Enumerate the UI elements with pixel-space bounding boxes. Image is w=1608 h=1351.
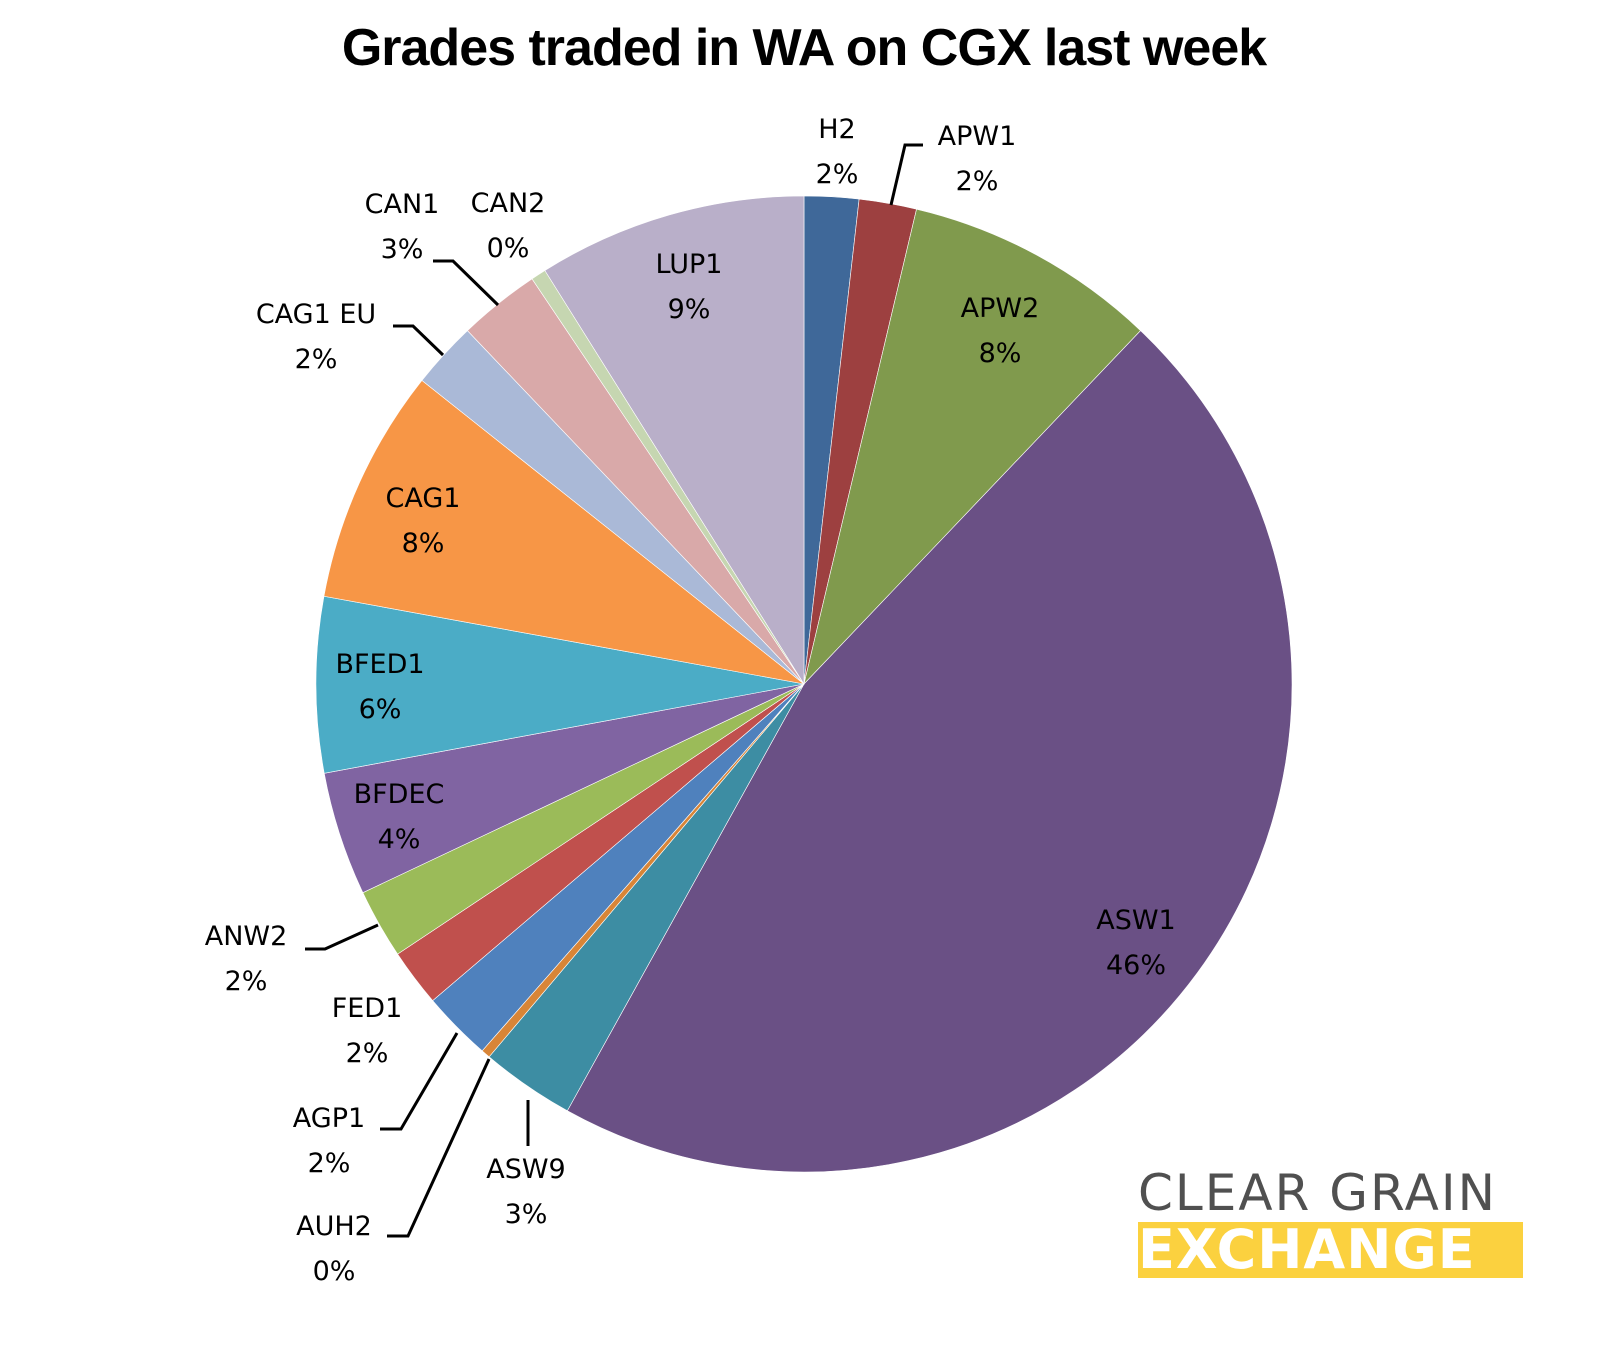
pie-slices — [315, 195, 1293, 1173]
pie-slice-asw1 — [566, 330, 1293, 1173]
pie-slice-apw2 — [803, 208, 1141, 686]
data-label-fed1: FED1 — [332, 993, 403, 1024]
leader-line-apw1 — [889, 143, 923, 206]
data-label-pct-cag1-eu: 2% — [295, 344, 338, 375]
leader-lines — [305, 143, 923, 1238]
data-label-bfed1: BFED1 — [335, 649, 424, 680]
data-label-pct-can2: 0% — [487, 233, 530, 264]
data-label-pct-lup1: 9% — [668, 294, 711, 325]
data-label-pct-asw1: 46% — [1106, 950, 1166, 981]
data-label-pct-agp1: 2% — [308, 1148, 351, 1179]
data-label-asw1: ASW1 — [1096, 905, 1175, 936]
data-label-pct-auh2: 0% — [313, 1256, 356, 1287]
pie-slice-bfed1 — [315, 595, 805, 774]
data-label-pct-fed1: 2% — [346, 1038, 389, 1069]
data-label-lup1: LUP1 — [656, 249, 723, 280]
data-label-pct-apw2: 8% — [979, 338, 1022, 369]
pie-slice-cag1 — [323, 380, 805, 685]
data-label-auh2: AUH2 — [296, 1211, 372, 1242]
data-label-agp1: AGP1 — [293, 1103, 365, 1134]
leader-line-agp1 — [380, 1032, 459, 1131]
data-label-anw2: ANW2 — [205, 921, 288, 952]
data-label-pct-bfdec: 4% — [378, 824, 421, 855]
pie-slice-lup1 — [544, 195, 805, 686]
clear-grain-exchange-logo: CLEAR GRAIN EXCHANGE — [1138, 1164, 1523, 1278]
data-labels: H2 2% APW1 2% APW2 8% ASW1 46% ASW9 3% AUH2 0% AGP1 2… — [205, 114, 1176, 1287]
leader-line-anw2 — [305, 923, 379, 951]
chart-title: Grades traded in WA on CGX last week — [341, 19, 1267, 77]
data-label-can2: CAN2 — [471, 188, 546, 219]
data-label-apw1: APW1 — [938, 121, 1017, 152]
leader-line-cag1-eu — [393, 324, 445, 357]
data-label-pct-bfed1: 6% — [359, 694, 402, 725]
logo-line-2-band: EXCHANGE — [1138, 1222, 1523, 1278]
data-label-apw2: APW2 — [961, 293, 1040, 324]
data-label-asw9: ASW9 — [486, 1154, 565, 1185]
data-label-cag1-eu: CAG1 EU — [256, 299, 376, 330]
data-label-pct-apw1: 2% — [956, 166, 999, 197]
data-label-pct-asw9: 3% — [505, 1199, 548, 1230]
data-label-bfdec: BFDEC — [354, 779, 445, 810]
data-label-can1: CAN1 — [365, 189, 440, 220]
leader-line-can1 — [433, 259, 500, 307]
data-label-pct-cag1: 8% — [402, 528, 445, 559]
data-label-h2: H2 — [818, 114, 855, 145]
data-label-pct-anw2: 2% — [225, 966, 268, 997]
data-label-cag1: CAG1 — [386, 483, 461, 514]
leader-line-auh2 — [387, 1058, 491, 1238]
logo-line-1: CLEAR GRAIN — [1138, 1164, 1498, 1222]
data-label-pct-can1: 3% — [381, 234, 424, 265]
data-label-pct-h2: 2% — [816, 159, 859, 190]
